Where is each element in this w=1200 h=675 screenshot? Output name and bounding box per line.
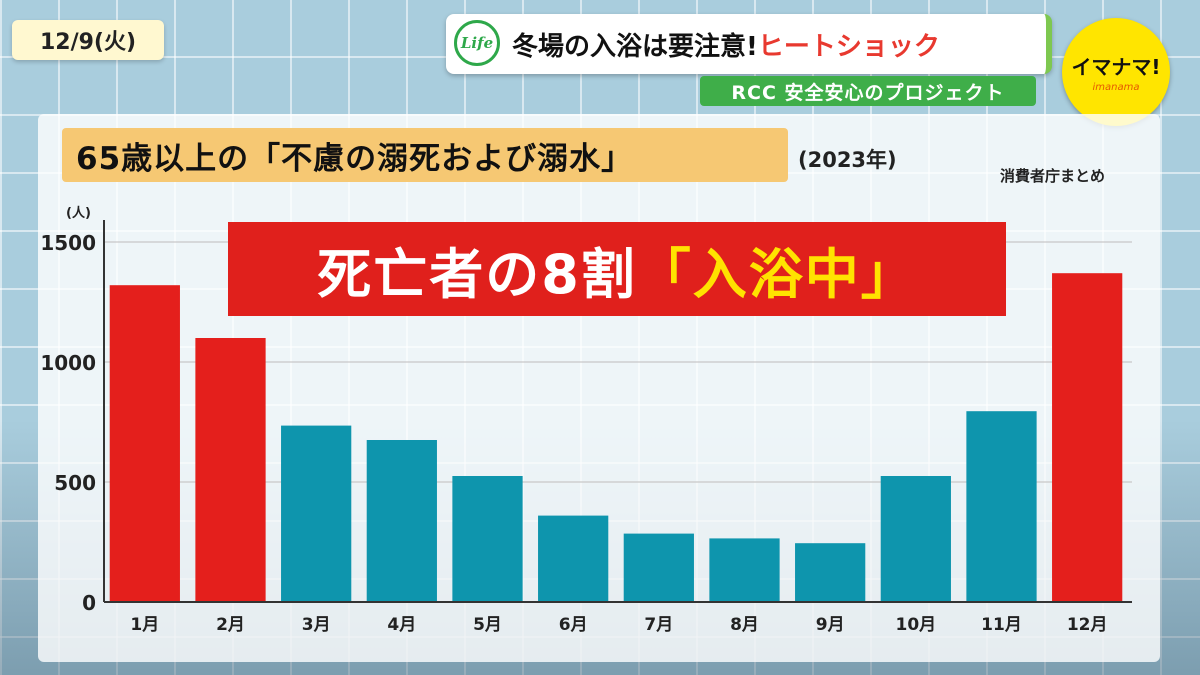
- x-tick-label: 10月: [895, 615, 936, 635]
- x-tick-label: 11月: [981, 615, 1022, 635]
- x-tick-label: 6月: [559, 615, 588, 635]
- x-tick-label: 9月: [816, 615, 845, 635]
- bar-10: [880, 476, 951, 602]
- bar-3: [281, 425, 352, 602]
- bar-11: [966, 411, 1037, 602]
- callout-main: 死亡者の8割: [317, 242, 637, 306]
- bar-5: [452, 476, 523, 602]
- axes: 0 500 1000 1500 1月 2月 3月 4月 5月 6月 7月 8月 9月 10月 11月 12月: [40, 220, 1132, 635]
- show-logo: イマナマ! imanama: [1062, 18, 1170, 126]
- topic-banner: Life 冬場の入浴は要注意!ヒートショック: [446, 14, 1052, 74]
- bars: [109, 273, 1123, 602]
- topic-title: 冬場の入浴は要注意!ヒートショック: [512, 26, 940, 63]
- x-tick-label: 2月: [216, 615, 245, 635]
- x-tick-label: 4月: [387, 615, 416, 635]
- x-tick-label: 8月: [730, 615, 759, 635]
- y-tick-label: 1500: [40, 231, 96, 255]
- y-axis-unit-label: (人): [66, 205, 91, 221]
- callout-banner: 死亡者の8割 「入浴中」: [228, 222, 1006, 316]
- topic-title-accent: ヒートショック: [757, 32, 940, 62]
- chart-title: 65歳以上の「不慮の溺死および溺水」: [62, 128, 788, 182]
- date-badge: 12/9(火): [12, 20, 164, 60]
- topic-title-main: 冬場の入浴は要注意!: [512, 32, 758, 62]
- life-logo: Life: [454, 20, 500, 66]
- project-banner: RCC 安全安心のプロジェクト: [700, 76, 1036, 106]
- chart-year: (2023年): [798, 148, 897, 172]
- bar-8: [709, 538, 780, 602]
- chart-source: 消費者庁まとめ: [1000, 167, 1106, 185]
- bar-4: [366, 440, 437, 602]
- x-tick-label: 5月: [473, 615, 502, 635]
- y-tick-label: 1000: [40, 351, 96, 375]
- bar-1: [109, 285, 180, 602]
- bar-7: [623, 533, 694, 602]
- y-tick-label: 500: [54, 471, 96, 495]
- callout-highlight: 「入浴中」: [636, 242, 917, 306]
- bar-12: [1052, 273, 1123, 602]
- show-logo-text: イマナマ!: [1071, 55, 1161, 79]
- x-tick-label: 1月: [130, 615, 159, 635]
- x-tick-label: 7月: [644, 615, 673, 635]
- bar-2: [195, 338, 266, 602]
- show-logo-subtext: imanama: [1092, 82, 1140, 93]
- y-tick-label: 0: [82, 591, 96, 615]
- x-tick-label: 12月: [1067, 615, 1108, 635]
- x-tick-label: 3月: [302, 615, 331, 635]
- bar-6: [538, 515, 609, 602]
- bar-9: [795, 543, 866, 602]
